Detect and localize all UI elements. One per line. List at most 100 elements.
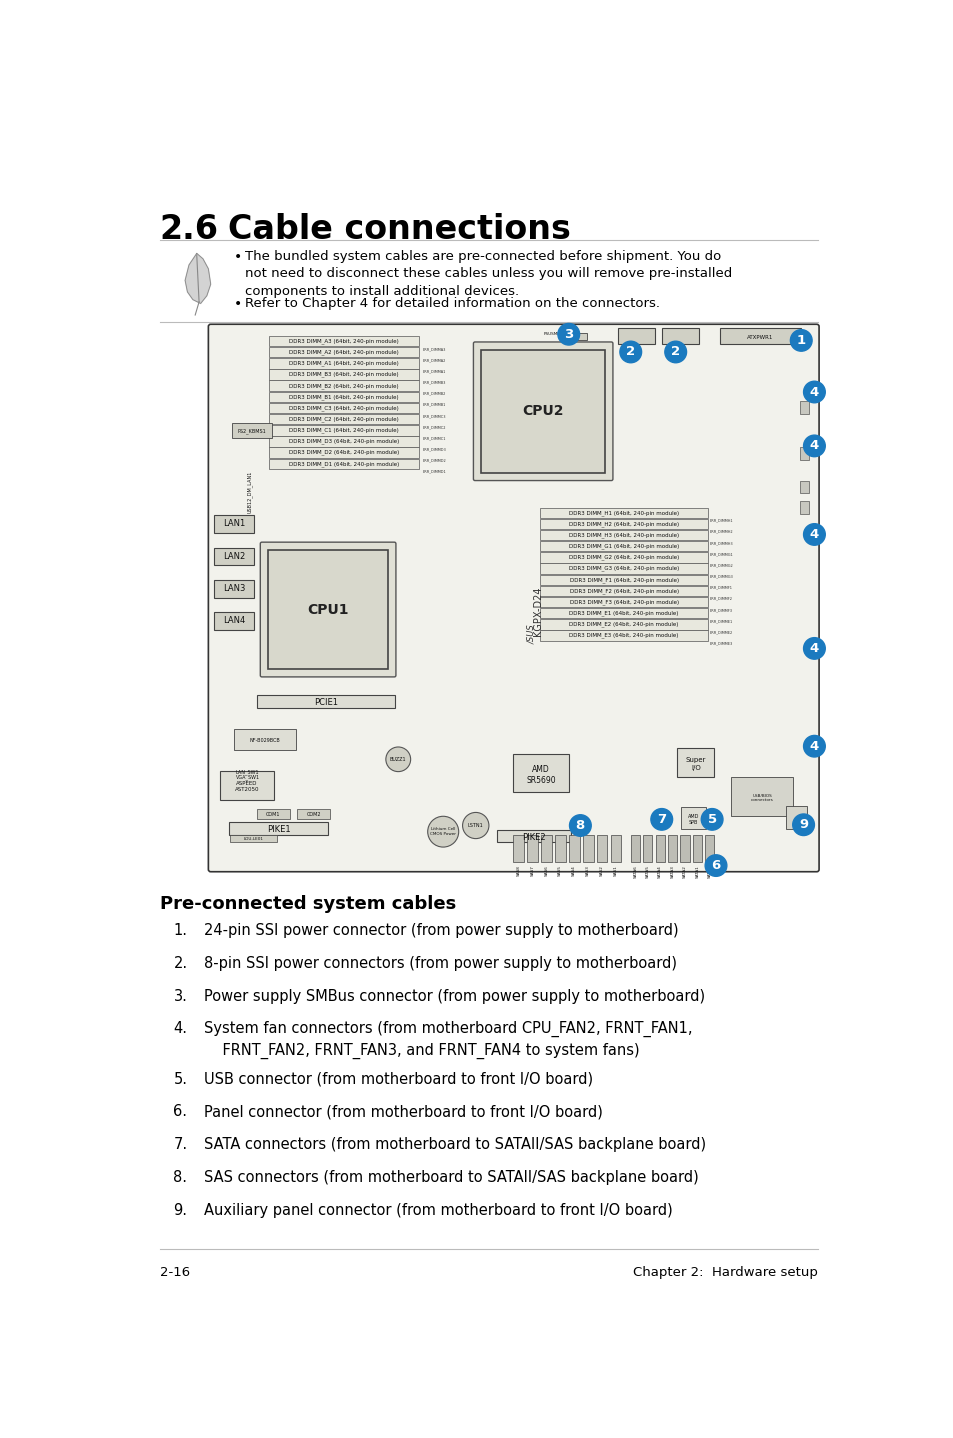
Text: 4: 4: [809, 385, 819, 398]
Text: SAS4: SAS4: [572, 866, 576, 876]
Text: 2-16: 2-16: [159, 1265, 190, 1278]
Text: 4: 4: [809, 528, 819, 541]
Text: ERR_DIMMD2: ERR_DIMMD2: [422, 459, 446, 463]
Text: ASPEED
AST2050: ASPEED AST2050: [234, 781, 259, 792]
Circle shape: [802, 436, 824, 457]
Bar: [680, 807, 705, 828]
Bar: [269, 358, 418, 368]
Text: KGPX-D24: KGPX-D24: [532, 587, 542, 636]
Text: 4: 4: [809, 641, 819, 654]
Text: DDR3 DIMM_F1 (64bit, 240-pin module): DDR3 DIMM_F1 (64bit, 240-pin module): [569, 577, 678, 582]
Text: 7.: 7.: [173, 1136, 188, 1152]
Text: LSTN1: LSTN1: [467, 823, 483, 828]
Text: ERR_DIMMH1: ERR_DIMMH1: [709, 519, 733, 522]
Bar: [232, 423, 272, 439]
Bar: [269, 436, 418, 447]
Text: SATA5: SATA5: [645, 866, 649, 879]
Text: 5: 5: [707, 812, 716, 825]
Bar: [704, 835, 714, 861]
Bar: [731, 777, 793, 815]
Bar: [642, 835, 652, 861]
Bar: [213, 548, 253, 565]
Text: COM2: COM2: [306, 812, 321, 817]
Text: ERR_DIMME1: ERR_DIMME1: [709, 620, 732, 623]
Text: 5.: 5.: [173, 1071, 188, 1087]
Text: /SUS: /SUS: [526, 624, 536, 644]
Text: LAN4: LAN4: [223, 617, 245, 626]
Text: SAS2: SAS2: [599, 866, 603, 876]
Text: Super
I/O: Super I/O: [685, 758, 705, 771]
Text: 2.: 2.: [173, 956, 188, 972]
Text: USB12_DM_LAN1: USB12_DM_LAN1: [246, 470, 252, 513]
Text: ERR_DIMMA3: ERR_DIMMA3: [422, 347, 446, 351]
Bar: [539, 620, 707, 630]
Bar: [596, 835, 607, 861]
Bar: [661, 328, 699, 344]
Text: DDR3 DIMM_E1 (64bit, 240-pin module): DDR3 DIMM_E1 (64bit, 240-pin module): [569, 610, 679, 615]
Text: DDR3 DIMM_C3 (64bit, 240-pin module): DDR3 DIMM_C3 (64bit, 240-pin module): [289, 406, 398, 411]
Circle shape: [385, 746, 410, 772]
Text: DDR3 DIMM_C1 (64bit, 240-pin module): DDR3 DIMM_C1 (64bit, 240-pin module): [289, 427, 398, 433]
Text: •: •: [233, 298, 242, 311]
Text: DDR3 DIMM_G2 (64bit, 240-pin module): DDR3 DIMM_G2 (64bit, 240-pin module): [568, 555, 679, 561]
Text: DDR3 DIMM_D2 (64bit, 240-pin module): DDR3 DIMM_D2 (64bit, 240-pin module): [289, 450, 398, 456]
Circle shape: [802, 735, 824, 756]
Bar: [539, 585, 707, 597]
Text: LAN3: LAN3: [223, 584, 245, 592]
Bar: [540, 835, 551, 861]
Text: ERR_DIMMG1: ERR_DIMMG1: [709, 552, 733, 557]
Text: DDR3 DIMM_A3 (64bit, 240-pin module): DDR3 DIMM_A3 (64bit, 240-pin module): [289, 338, 398, 344]
Bar: [229, 823, 328, 835]
Text: ERR_DIMMH3: ERR_DIMMH3: [709, 541, 733, 545]
Text: SATA6: SATA6: [633, 866, 637, 879]
Bar: [513, 754, 568, 792]
Bar: [269, 336, 418, 347]
Text: 9.: 9.: [173, 1202, 188, 1218]
Text: 6: 6: [711, 858, 720, 871]
Bar: [582, 835, 593, 861]
Text: ERR_DIMME2: ERR_DIMME2: [709, 630, 732, 634]
Text: Panel connector (from motherboard to front I/O board): Panel connector (from motherboard to fro…: [204, 1104, 602, 1119]
Text: System fan connectors (from motherboard CPU_FAN2, FRNT_FAN1,
    FRNT_FAN2, FRNT: System fan connectors (from motherboard …: [204, 1021, 692, 1058]
Bar: [799, 502, 808, 513]
Text: Power supply SMBus connector (from power supply to motherboard): Power supply SMBus connector (from power…: [204, 989, 705, 1004]
Text: DDR3 DIMM_B1 (64bit, 240-pin module): DDR3 DIMM_B1 (64bit, 240-pin module): [289, 394, 398, 400]
Circle shape: [650, 808, 672, 830]
Bar: [257, 696, 395, 707]
Circle shape: [802, 381, 824, 403]
Text: ERR_DIMMB1: ERR_DIMMB1: [422, 403, 446, 407]
Text: SAS3: SAS3: [585, 866, 590, 876]
Circle shape: [792, 814, 814, 835]
Text: DDR3 DIMM_H2 (64bit, 240-pin module): DDR3 DIMM_H2 (64bit, 240-pin module): [569, 521, 679, 526]
Circle shape: [802, 637, 824, 659]
Text: Cable connections: Cable connections: [228, 213, 570, 246]
Text: PS2_KBMS1: PS2_KBMS1: [237, 429, 266, 434]
Bar: [539, 597, 707, 607]
Text: VGA_SW1: VGA_SW1: [235, 775, 259, 781]
Text: DDR3 DIMM_H1 (64bit, 240-pin module): DDR3 DIMM_H1 (64bit, 240-pin module): [569, 510, 679, 516]
Bar: [257, 808, 290, 820]
Bar: [269, 370, 418, 380]
Text: ERR_DIMMF1: ERR_DIMMF1: [709, 585, 732, 590]
FancyBboxPatch shape: [208, 324, 819, 871]
Text: DDR3 DIMM_B2 (64bit, 240-pin module): DDR3 DIMM_B2 (64bit, 240-pin module): [289, 383, 398, 388]
Circle shape: [704, 854, 726, 876]
Text: SATA4: SATA4: [658, 866, 661, 879]
Text: 8-pin SSI power connectors (from power supply to motherboard): 8-pin SSI power connectors (from power s…: [204, 956, 677, 972]
Circle shape: [619, 341, 641, 362]
Circle shape: [790, 329, 811, 351]
Text: DDR3 DIMM_F2 (64bit, 240-pin module): DDR3 DIMM_F2 (64bit, 240-pin module): [569, 588, 678, 594]
Text: PIKE2: PIKE2: [521, 833, 545, 841]
Bar: [233, 729, 295, 751]
Bar: [269, 391, 418, 403]
Text: SATA2: SATA2: [682, 866, 686, 879]
Bar: [720, 328, 801, 344]
Text: 1: 1: [796, 334, 805, 347]
Circle shape: [802, 523, 824, 545]
Bar: [539, 508, 707, 518]
Text: 2.6: 2.6: [159, 213, 218, 246]
Bar: [610, 835, 620, 861]
Text: ERR_DIMMG3: ERR_DIMMG3: [709, 574, 733, 578]
Bar: [220, 771, 274, 800]
Text: LAN_SW1: LAN_SW1: [235, 769, 259, 775]
